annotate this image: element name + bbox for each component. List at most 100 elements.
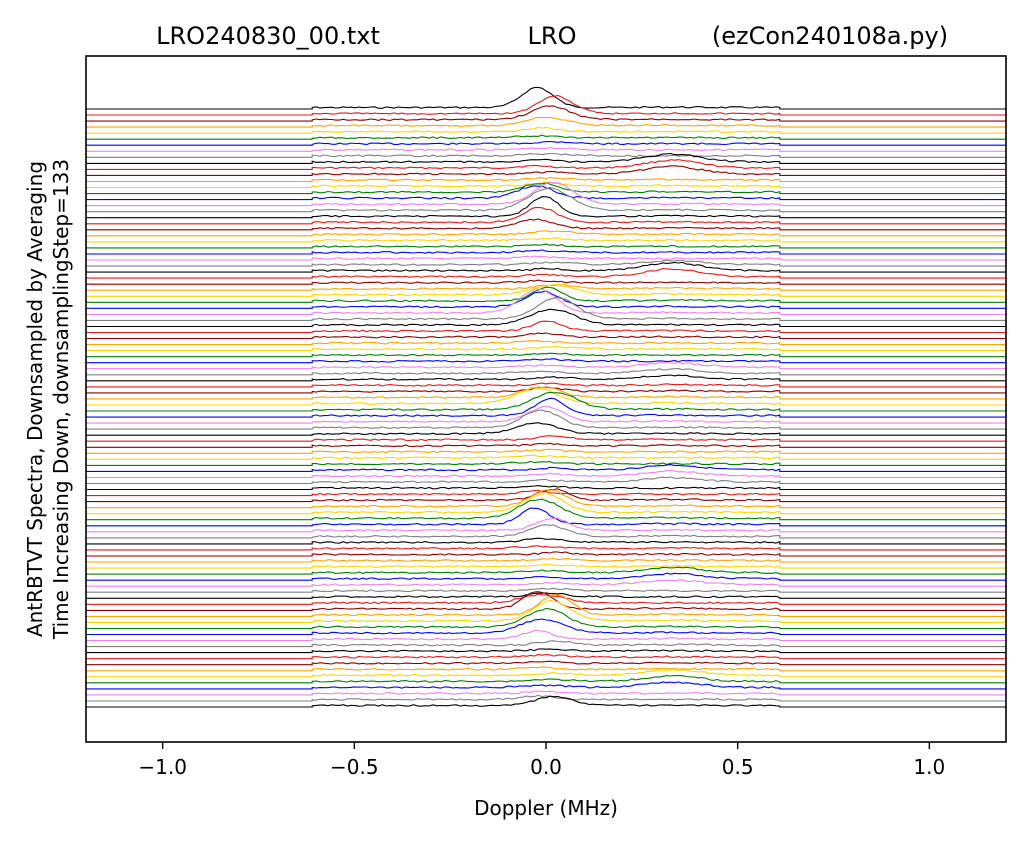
title-center: LRO <box>528 22 577 50</box>
spectrum-line <box>86 165 1006 176</box>
spectrum-line <box>86 587 1006 593</box>
spectrum-line <box>86 296 1006 321</box>
spectrum-line <box>86 489 1006 497</box>
spectrum-line <box>86 397 1006 418</box>
spectrum-line <box>86 218 1006 231</box>
spectrum-line <box>86 382 1006 388</box>
spectrum-line <box>86 454 1006 460</box>
spectrum-line <box>86 352 1006 358</box>
spectrum-line <box>86 368 1006 376</box>
spectrum-line <box>86 572 1006 581</box>
spectrum-line <box>86 386 1006 394</box>
spectrum-line <box>86 470 1006 479</box>
spectrum-line <box>86 409 1006 430</box>
spectrum-line <box>86 186 1006 213</box>
spectrum-line <box>86 308 1006 328</box>
spectrum-line <box>86 206 1006 225</box>
spectrum-line <box>86 681 1006 690</box>
spectrum-line <box>86 648 1006 654</box>
x-tick-label: 0.5 <box>722 755 754 779</box>
spectrum-line <box>86 387 1006 406</box>
spectrum-line <box>86 524 1006 539</box>
spectrum-line <box>86 435 1006 442</box>
spectrum-line <box>86 116 1006 128</box>
spectrum-line <box>86 286 1006 303</box>
spectrum-line <box>86 243 1006 249</box>
series-group <box>86 86 1006 708</box>
spectrum-line <box>86 140 1006 146</box>
spectrum-line <box>86 507 1006 527</box>
spectrum-line <box>86 374 1006 382</box>
spectrum-line <box>86 498 1006 521</box>
spectrum-line <box>86 196 1006 219</box>
spectrum-line <box>86 674 1006 684</box>
spectrum-line <box>86 261 1006 273</box>
spectrum-line <box>86 599 1006 623</box>
spectrum-line <box>86 290 1006 309</box>
spectrum-line <box>86 288 1006 315</box>
x-tick-label: 1.0 <box>913 755 945 779</box>
spectrum-line <box>86 279 1006 285</box>
x-axis-label: Doppler (MHz) <box>474 796 618 820</box>
spectrum-line <box>86 283 1006 297</box>
spectrum-line <box>86 448 1006 454</box>
spectrum-line <box>86 146 1006 152</box>
spectrum-line <box>86 230 1006 237</box>
x-tick-label: 0.0 <box>530 755 562 779</box>
spectrum-line <box>86 579 1006 587</box>
spectrum-line <box>86 489 1006 509</box>
spectrum-line <box>86 607 1006 630</box>
spectrum-line <box>86 422 1006 436</box>
spectrum-line <box>86 537 1006 545</box>
spectrum-line <box>86 593 1006 617</box>
y-axis-label-line1: AntRBTVT Spectra, Downsampled by Averagi… <box>23 161 47 637</box>
spectrum-line <box>86 669 1006 678</box>
chart-titles: LRO240830_00.txt LRO (ezCon240108a.py) <box>156 22 948 50</box>
spectrum-line <box>86 339 1006 346</box>
spectrum-line <box>86 566 1006 575</box>
spectrum-line <box>86 694 1006 702</box>
spectrum-line <box>86 105 1006 122</box>
spectrum-line <box>86 629 1006 642</box>
title-right: (ezCon240108a.py) <box>712 22 948 50</box>
spectrum-line <box>86 591 1006 611</box>
spectrum-line <box>86 485 1006 491</box>
spectrum-line <box>86 249 1006 255</box>
spectrum-line <box>86 460 1006 466</box>
spectrum-line <box>86 176 1006 183</box>
spectrum-line <box>86 181 1006 189</box>
spectrum-line <box>86 406 1006 424</box>
title-left: LRO240830_00.txt <box>156 22 380 50</box>
spectrum-line <box>86 442 1006 448</box>
spectrum-line <box>86 618 1006 636</box>
y-axis-label: AntRBTVT Spectra, Downsampled by Averagi… <box>23 159 73 640</box>
spectrum-line <box>86 237 1006 243</box>
spectrum-line <box>86 361 1006 370</box>
spectrum-line <box>86 185 1006 201</box>
spectrum-line <box>86 557 1006 563</box>
spectrum-line <box>86 476 1006 485</box>
spectrum-line <box>86 152 1006 164</box>
spectrum-line <box>86 563 1006 569</box>
spectrum-line <box>86 94 1006 116</box>
spectrum-line <box>86 660 1006 666</box>
spectrum-line <box>86 134 1006 140</box>
spectrum-line <box>86 488 1006 503</box>
spectrum-line <box>86 86 1006 110</box>
spectrum-line <box>86 126 1006 134</box>
spectrum-line <box>86 332 1006 340</box>
spectrum-line <box>86 386 1006 400</box>
spectrum-line <box>86 593 1006 605</box>
spectrum-line <box>86 152 1006 158</box>
spectrum-line <box>86 666 1006 672</box>
spectrum-line <box>86 690 1006 696</box>
spectrum-line <box>86 592 1006 599</box>
x-axis-ticks: −1.0 −0.5 0.0 0.5 1.0 <box>138 742 945 779</box>
spectrum-line <box>86 268 1006 279</box>
spectrum-line <box>86 545 1006 551</box>
spectrum-line <box>86 640 1006 648</box>
spectrum-line <box>86 259 1006 267</box>
y-axis-label-line2: Time Increasing Down, downsamplingStep=1… <box>49 159 73 640</box>
spectrum-line <box>86 284 1006 291</box>
